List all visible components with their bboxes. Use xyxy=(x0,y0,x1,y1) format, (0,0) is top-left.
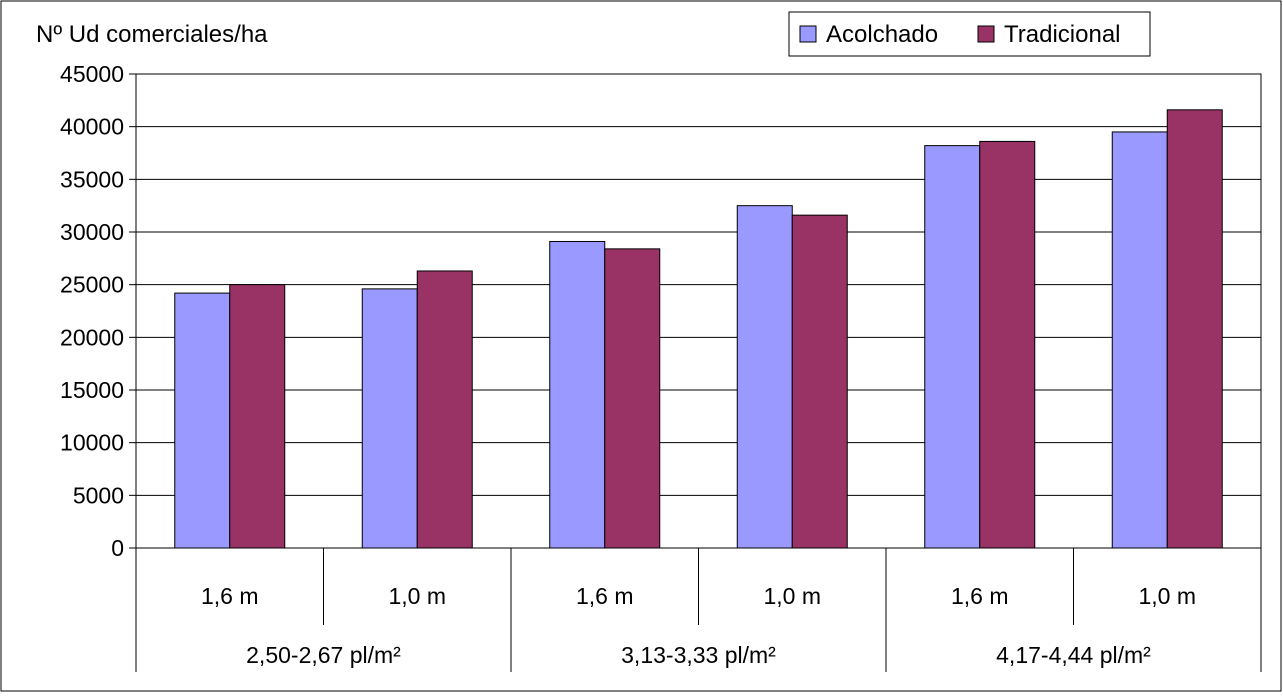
bar-tradicional xyxy=(1166,109,1223,549)
legend-label-acolchado: Acolchado xyxy=(826,21,938,48)
y-tick-label: 30000 xyxy=(60,219,124,245)
y-tick-label: 35000 xyxy=(60,166,124,192)
y-axis-title: Nº Ud comerciales/ha xyxy=(36,21,268,48)
plot-area xyxy=(135,73,1262,549)
category-label: 1,0 m xyxy=(763,583,821,609)
legend-swatch-acolchado xyxy=(799,25,817,43)
gridlines xyxy=(136,126,1261,496)
category-label: 1,0 m xyxy=(388,583,446,609)
bars xyxy=(174,109,1223,549)
y-tick-label: 45000 xyxy=(60,61,124,87)
bar-acolchado xyxy=(924,145,981,549)
bar-tradicional xyxy=(979,140,1036,549)
group-label: 4,17-4,44 pl/m² xyxy=(996,642,1151,668)
category-label: 1,6 m xyxy=(201,583,259,609)
category-label: 1,6 m xyxy=(576,583,634,609)
bar-tradicional xyxy=(604,248,661,549)
y-axis: 0 5000 10000 15000 20000 25000 30000 35000 40000… xyxy=(60,61,136,561)
y-tick-label: 25000 xyxy=(60,272,124,298)
bar-tradicional xyxy=(229,284,286,549)
bar-acolchado xyxy=(174,292,231,549)
category-label: 1,0 m xyxy=(1138,583,1196,609)
y-tick-label: 10000 xyxy=(60,430,124,456)
bar-acolchado xyxy=(736,205,793,549)
bar-acolchado xyxy=(361,288,418,549)
y-tick-label: 40000 xyxy=(60,114,124,140)
category-label: 1,6 m xyxy=(951,583,1009,609)
bar-acolchado xyxy=(549,240,606,549)
group-label: 2,50-2,67 pl/m² xyxy=(246,642,401,668)
x-axis: 1,6 m 1,0 m 1,6 m 1,0 m 1,6 m 1,0 m 2,50-2,67 … xyxy=(135,548,1262,672)
y-tick-label: 20000 xyxy=(60,324,124,350)
group-label: 3,13-3,33 pl/m² xyxy=(621,642,776,668)
bar-acolchado xyxy=(1111,131,1168,549)
legend: Acolchado Tradicional xyxy=(788,11,1151,57)
legend-label-tradicional: Tradicional xyxy=(1004,21,1121,48)
y-tick-label: 5000 xyxy=(73,482,124,508)
legend-box xyxy=(788,11,1151,57)
bar-tradicional xyxy=(416,270,473,549)
y-tick-label: 0 xyxy=(111,535,124,561)
y-tick-label: 15000 xyxy=(60,377,124,403)
legend-swatch-tradicional xyxy=(977,25,995,43)
bar-tradicional xyxy=(791,214,848,549)
